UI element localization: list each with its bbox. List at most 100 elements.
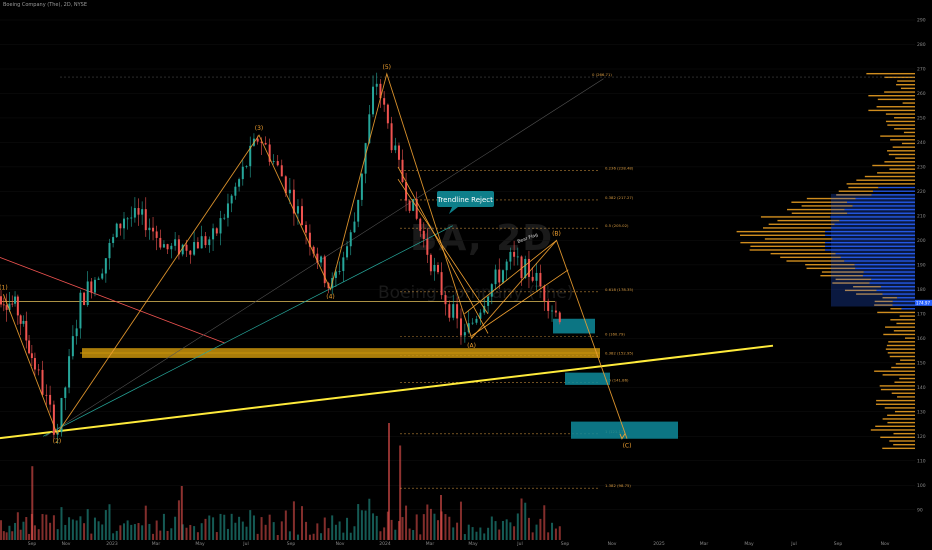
wave-label: (3) — [255, 125, 264, 132]
price-tick-label: 100 — [917, 483, 926, 489]
volume-profile-bar — [889, 440, 915, 442]
volume-bar — [133, 524, 136, 540]
volume-bar — [524, 502, 527, 540]
candle-body — [126, 218, 129, 220]
volume-bar — [452, 527, 455, 540]
volume-profile-bar — [806, 197, 856, 200]
volume-profile-bar — [901, 142, 915, 145]
down-trendline — [0, 257, 226, 344]
volume-bar — [429, 508, 432, 540]
wave-label: (4) — [326, 293, 335, 300]
candle-body — [200, 236, 203, 249]
volume-bar — [14, 522, 17, 540]
volume-profile-bar — [894, 128, 915, 130]
time-tick-label: Mar — [426, 541, 435, 547]
candle-body — [338, 271, 341, 272]
volume-bar — [467, 524, 470, 540]
long-term-trendline — [0, 344, 774, 440]
volume-bar — [159, 530, 162, 540]
volume-bar — [28, 533, 31, 540]
volume-profile-bar — [887, 150, 915, 152]
price-tick-label: 240 — [917, 140, 926, 146]
volume-bar — [60, 507, 63, 540]
volume-bar — [71, 519, 74, 540]
volume-profile-bar — [838, 190, 874, 192]
time-tick-label: Sep — [561, 541, 570, 547]
fib-level-label: 0.5 (141.86) — [605, 377, 629, 382]
volume-bar — [174, 516, 177, 540]
candle-body — [141, 209, 144, 215]
candle-body — [52, 404, 55, 435]
volume-bar — [162, 513, 165, 540]
time-tick-label: Sep — [287, 541, 296, 547]
volume-bar — [137, 523, 140, 540]
candle-body — [25, 320, 28, 341]
candle-body — [28, 340, 31, 354]
time-tick-label: May — [195, 541, 205, 547]
price-tick-label: 280 — [917, 42, 926, 48]
volume-bar — [551, 522, 554, 540]
price-tick-label: 260 — [917, 91, 926, 97]
volume-bar — [33, 525, 36, 540]
candle-body — [272, 161, 275, 162]
volume-profile-bar — [839, 219, 915, 222]
target-arrow — [619, 433, 626, 440]
time-tick-label: Jul — [516, 541, 522, 547]
candle-body — [30, 353, 33, 359]
callout-pointer — [449, 207, 458, 214]
volume-bar — [25, 517, 28, 540]
fib-level-label: 0.5 (205.02) — [605, 223, 629, 228]
volume-bar — [170, 528, 173, 540]
candle-body — [189, 250, 192, 255]
volume-profile-bar — [871, 194, 915, 196]
volume-bar — [379, 531, 382, 540]
volume-profile-bar — [852, 205, 915, 207]
volume-bar — [101, 524, 104, 540]
candle-body — [19, 315, 22, 324]
volume-bar — [11, 531, 14, 540]
price-tick-label: 210 — [917, 213, 926, 219]
volume-bar — [471, 527, 474, 540]
candle-body — [137, 208, 140, 215]
price-tick-label: 200 — [917, 238, 926, 244]
volume-profile-bar — [889, 355, 915, 358]
volume-bar — [90, 533, 93, 540]
volume-profile-bar — [868, 109, 915, 112]
volume-bar — [349, 532, 352, 540]
price-tick-label: 250 — [917, 115, 926, 121]
elliott-wave-path — [2, 72, 628, 439]
volume-bar — [346, 517, 349, 540]
volume-profile-bar — [874, 370, 915, 372]
candle-body — [394, 145, 397, 151]
wave-label: (A) — [467, 342, 476, 349]
candle-body — [360, 173, 363, 200]
volume-bar — [230, 513, 233, 540]
candle-body — [342, 257, 345, 272]
price-tick-label: 220 — [917, 189, 926, 195]
candle-body — [513, 251, 516, 257]
candle-body — [539, 272, 542, 287]
volume-bar — [68, 517, 71, 540]
volume-profile-bar — [856, 293, 883, 295]
volume-bar — [97, 521, 100, 540]
volume-profile-bar — [875, 425, 915, 427]
time-tick-label: 2024 — [379, 541, 391, 547]
volume-profile-bar — [892, 146, 915, 148]
candle-body — [86, 281, 89, 306]
volume-profile-bar — [876, 289, 915, 292]
volume-profile-bar — [882, 418, 915, 420]
time-tick-label: Jul — [790, 541, 796, 547]
candle-body — [554, 310, 557, 313]
candle-body — [14, 296, 17, 304]
volume-profile-bar — [862, 274, 915, 277]
fib-level-label: 0.236 (228.48) — [605, 166, 634, 171]
volume-bar — [390, 519, 393, 540]
volume-bar — [252, 515, 255, 540]
candle-body — [174, 239, 177, 246]
volume-profile-bar — [893, 330, 915, 332]
candle-body — [312, 246, 315, 254]
target-box — [553, 318, 595, 334]
support-zones — [82, 318, 678, 439]
volume-profile-bar — [877, 98, 915, 101]
